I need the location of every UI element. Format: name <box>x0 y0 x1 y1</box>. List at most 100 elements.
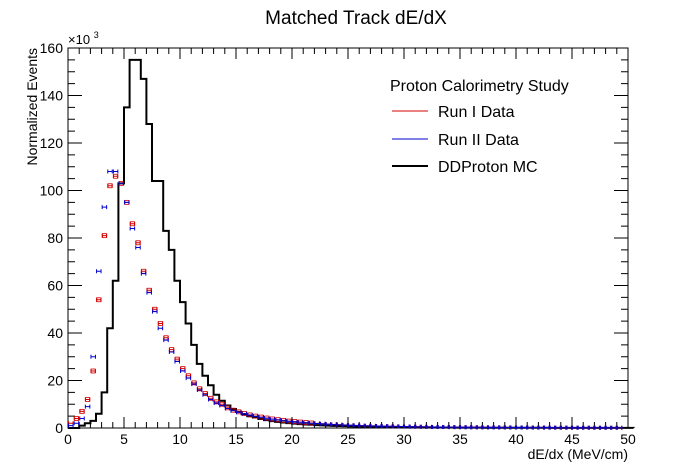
x-tick-label: 10 <box>172 431 188 447</box>
data-point <box>168 347 175 353</box>
data-point <box>140 271 147 276</box>
data-point <box>409 424 416 429</box>
data-point <box>460 425 466 430</box>
y-tick-label: 100 <box>40 183 64 199</box>
data-point <box>247 413 253 418</box>
data-point <box>79 408 85 414</box>
data-point <box>364 423 371 428</box>
data-point <box>180 369 186 373</box>
y-tick-label: 20 <box>47 373 63 389</box>
data-point <box>84 397 91 402</box>
data-point <box>308 421 315 426</box>
data-point <box>191 382 197 387</box>
x-tick-label: 15 <box>228 431 244 447</box>
data-point <box>163 338 169 343</box>
data-point <box>236 410 242 415</box>
data-point <box>163 335 169 341</box>
data-point <box>314 421 320 426</box>
data-point <box>213 401 220 406</box>
data-point <box>443 425 449 430</box>
data-point <box>258 415 264 420</box>
data-point <box>342 423 348 428</box>
data-point <box>146 287 152 293</box>
data-point <box>219 403 225 408</box>
data-point <box>594 425 600 430</box>
data-point <box>101 205 108 210</box>
data-point <box>107 169 113 174</box>
data-point <box>90 368 96 374</box>
data-point <box>499 425 505 430</box>
data-point <box>420 424 427 429</box>
data-point <box>68 421 74 426</box>
x-tick-label: 35 <box>452 431 468 447</box>
data-point <box>454 425 460 430</box>
series-run-ii-data <box>68 169 623 430</box>
data-point <box>129 226 136 231</box>
x-tick-label: 20 <box>284 431 300 447</box>
data-point <box>202 392 208 397</box>
data-point <box>129 221 136 227</box>
data-point <box>588 425 595 430</box>
data-point <box>521 425 528 430</box>
data-point <box>157 326 164 331</box>
data-point <box>572 425 578 430</box>
data-point <box>532 425 539 430</box>
data-point <box>280 418 287 423</box>
data-point <box>96 269 102 274</box>
data-point <box>560 425 567 430</box>
data-point <box>224 406 231 411</box>
y-tick-label: 120 <box>40 135 64 151</box>
data-point <box>448 425 455 430</box>
x-tick-label: 50 <box>620 431 636 447</box>
y-tick-label: 80 <box>47 230 63 246</box>
data-point <box>504 425 511 430</box>
legend-header: Proton Calorimetry Study <box>390 78 569 95</box>
data-point <box>96 297 102 303</box>
data-point <box>516 425 522 430</box>
data-point <box>348 423 354 428</box>
y-multiplier: ×10 3 <box>68 30 99 47</box>
data-point <box>370 423 376 428</box>
data-point <box>286 419 292 424</box>
data-point <box>174 356 180 362</box>
data-point <box>616 425 623 430</box>
x-tick-label: 0 <box>64 431 72 447</box>
data-point <box>353 423 360 428</box>
data-point <box>404 424 410 429</box>
data-point <box>465 425 472 430</box>
legend-entry-mc: DDProton MC <box>438 159 538 176</box>
series-run-i-data <box>68 173 623 430</box>
y-multiplier-base: ×10 <box>68 32 90 47</box>
x-tick-label: 30 <box>396 431 412 447</box>
data-point <box>437 425 444 430</box>
data-point <box>157 321 164 326</box>
data-point <box>146 290 152 295</box>
data-point <box>359 423 365 428</box>
data-point <box>611 425 617 430</box>
x-axis: 0 5 10 15 20 25 30 35 40 45 50 <box>64 48 636 447</box>
data-point <box>538 425 544 430</box>
data-point <box>482 425 488 430</box>
y-tick-label: 40 <box>47 325 63 341</box>
data-point <box>269 417 276 422</box>
data-point <box>320 421 326 426</box>
data-point <box>471 425 477 430</box>
legend-entry-run1: Run I Data <box>438 104 515 121</box>
data-point <box>68 423 74 428</box>
data-point <box>241 411 248 416</box>
data-point <box>230 408 236 413</box>
data-point <box>185 373 192 379</box>
legend: Proton Calorimetry Study Run I Data Run … <box>390 78 569 176</box>
data-point <box>600 425 606 430</box>
series-ddproton-mc <box>68 58 635 429</box>
data-point <box>415 424 421 429</box>
data-point <box>84 404 91 409</box>
x-tick-label: 5 <box>120 431 128 447</box>
y-tick-label: 0 <box>55 420 63 436</box>
plot-border <box>67 47 629 429</box>
data-point <box>577 425 584 430</box>
data-point <box>73 421 80 426</box>
data-point <box>135 245 141 250</box>
data-point <box>252 414 259 419</box>
